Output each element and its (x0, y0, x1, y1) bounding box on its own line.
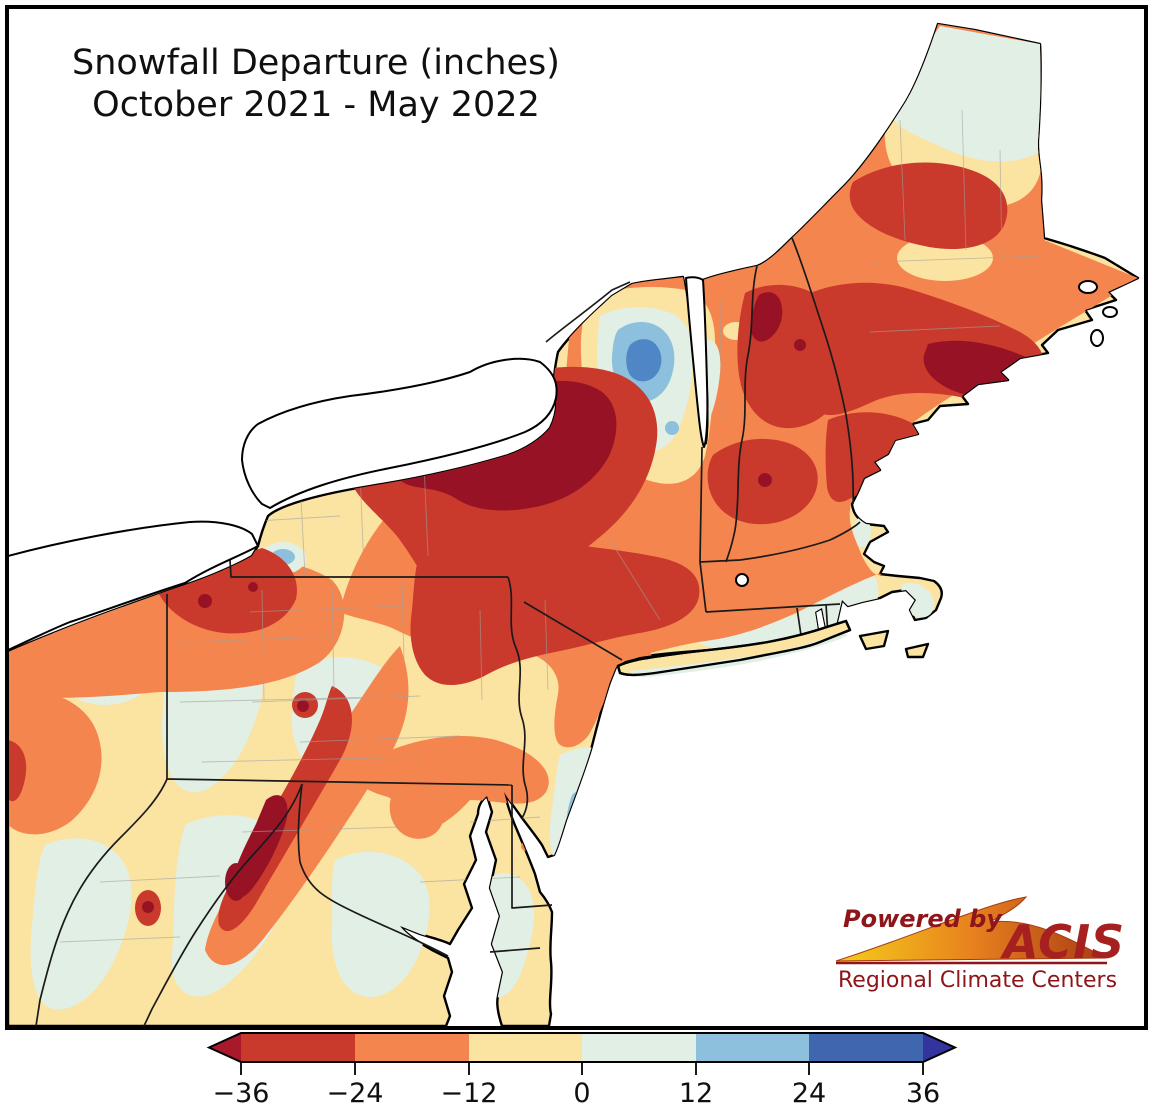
water-bodies (9, 276, 1118, 651)
border-md-va (489, 947, 541, 953)
colorbar-segment-12-24 (696, 1033, 809, 1062)
tick-label: 36 (906, 1078, 940, 1109)
colorbar-segment-minus24-minus12 (355, 1033, 469, 1062)
border-ny-pa (229, 559, 508, 578)
island-downeast-1 (1078, 280, 1098, 294)
tick-label: 12 (679, 1078, 713, 1109)
border-ohio-river (35, 778, 168, 1026)
colorbar: −36 −24 −12 0 12 24 36 (206, 1032, 958, 1109)
border-ny-nj (523, 601, 623, 661)
border-potomac (297, 783, 449, 957)
map-frame (5, 5, 1148, 1030)
logo-subtitle: Regional Climate Centers (838, 968, 1117, 993)
figure-title: Snowfall Departure (inches) October 2021… (72, 43, 560, 125)
colorbar-segment-minus36-minus24 (241, 1033, 355, 1062)
nantucket (904, 642, 930, 659)
contour-fills (9, 24, 1138, 1010)
border-vt-nh (725, 265, 758, 563)
map-plot-area (9, 22, 1140, 1026)
acis-logo: Powered by ACIS Regional Climate Centers (835, 896, 1125, 993)
colorbar-arrow-above-max (923, 1033, 955, 1062)
border-delaware (511, 785, 553, 909)
st-lawrence-canadian-shore (545, 281, 631, 343)
colorbar-segment-24-36 (809, 1033, 923, 1062)
border-ny-vt (699, 446, 703, 563)
island-grand-manan (1090, 329, 1104, 347)
islands (616, 619, 930, 678)
border-mason-dixon (166, 778, 513, 786)
state-borders (35, 237, 861, 1026)
tick-label: −24 (327, 1078, 384, 1109)
colorbar-arrow-below-min (209, 1033, 241, 1062)
border-ma-ct-ri (705, 603, 841, 613)
logo-powered-by: Powered by (843, 905, 1003, 933)
lake-erie (9, 520, 259, 651)
title-line-2: October 2021 - May 2022 (92, 85, 540, 125)
border-wv-va (143, 783, 303, 1026)
lake-ontario (241, 357, 558, 509)
tick-label: 0 (573, 1078, 590, 1109)
logo-acis-text: ACIS (1000, 915, 1125, 969)
long-island-south-shore-mint (630, 631, 847, 678)
title-line-1: Snowfall Departure (inches) (72, 43, 560, 83)
border-ma-north (699, 521, 861, 563)
tick-label: −12 (441, 1078, 498, 1109)
island-downeast-2 (1102, 306, 1118, 318)
border-ct-ny (699, 561, 707, 613)
acis-swoosh-icon (835, 896, 1107, 962)
colorbar-segment-0-12 (582, 1033, 696, 1062)
tick-label: 24 (792, 1078, 826, 1109)
border-delaware-river (507, 576, 529, 819)
tick-label: −36 (213, 1078, 270, 1109)
colorbar-ticks (240, 1062, 924, 1075)
border-nh-me (791, 237, 855, 505)
lake-champlain (685, 276, 709, 448)
colorbar-tick-labels: −36 −24 −12 0 12 24 36 (213, 1078, 941, 1109)
quabbin-reservoir (735, 573, 749, 587)
colorbar-segment-minus12-0 (469, 1033, 582, 1062)
marthas-vineyard (858, 629, 890, 651)
